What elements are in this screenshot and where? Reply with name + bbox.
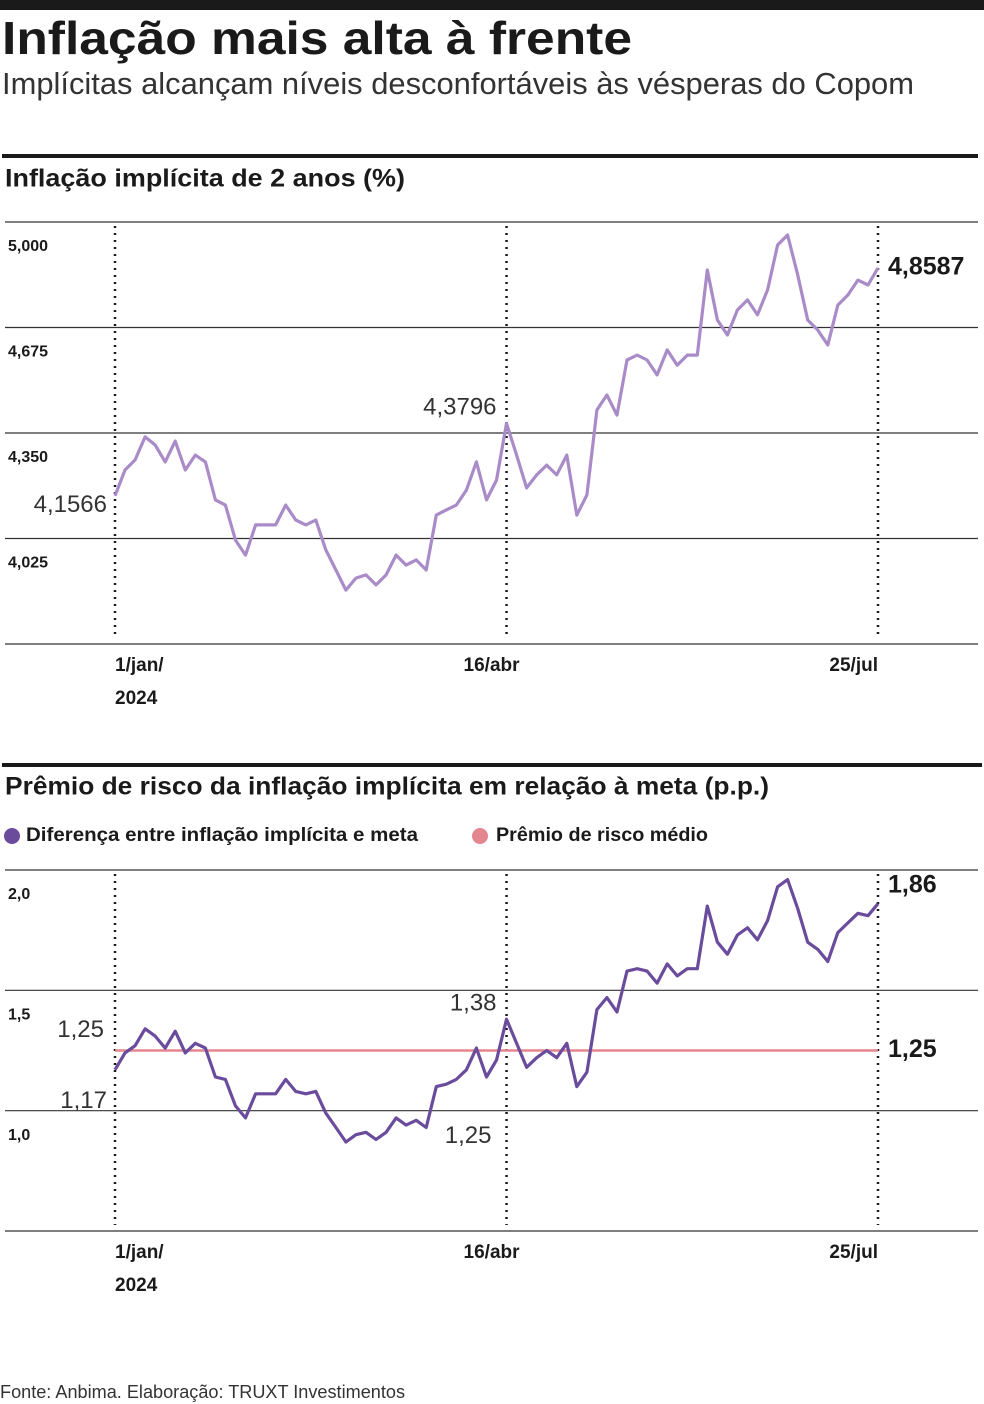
y-tick-label: 4,025 — [8, 555, 48, 572]
section-rule — [2, 154, 978, 158]
annotation: 1,25 — [445, 1122, 492, 1149]
chart-title: Inflação implícita de 2 anos (%) — [5, 165, 405, 193]
y-tick-label: 1,5 — [8, 1007, 30, 1024]
average-label: 1,25 — [888, 1035, 937, 1063]
legend-label: Diferença entre inflação implícita e met… — [26, 825, 418, 846]
source: Fonte: Anbima. Elaboração: TRUXT Investi… — [0, 1382, 405, 1402]
x-tick-year: 2024 — [115, 1275, 158, 1296]
x-tick-label: 25/jul — [829, 1242, 878, 1263]
x-tick-label: 16/abr — [464, 1242, 521, 1263]
y-tick-label: 4,350 — [8, 449, 48, 466]
x-tick-label: 16/abr — [464, 655, 521, 676]
x-tick-label: 25/jul — [829, 655, 878, 676]
top-bar — [0, 0, 984, 10]
value-label: 4,1566 — [34, 491, 107, 518]
annotation: 1,25 — [57, 1016, 104, 1043]
legend-swatch — [472, 828, 488, 844]
title: Inflação mais alta à frente — [2, 12, 632, 64]
chart-title: Prêmio de risco da inflação implícita em… — [5, 773, 769, 801]
x-tick-label: 1/jan/ — [115, 1242, 164, 1263]
value-label: 1,17 — [60, 1087, 107, 1114]
x-tick-year: 2024 — [115, 688, 158, 709]
series-line — [113, 233, 880, 592]
legend-label: Prêmio de risco médio — [496, 825, 708, 846]
x-tick-label: 1/jan/ — [115, 655, 164, 676]
series-line — [113, 878, 880, 1144]
value-label: 1,38 — [450, 990, 497, 1017]
subtitle: Implícitas alcançam níveis desconfortáve… — [2, 66, 914, 101]
y-tick-label: 4,675 — [8, 344, 48, 361]
value-label: 4,8587 — [888, 252, 964, 280]
value-label: 4,3796 — [423, 394, 496, 421]
y-tick-label: 2,0 — [8, 886, 30, 903]
y-tick-label: 1,0 — [8, 1127, 30, 1144]
section-rule — [2, 763, 982, 767]
legend-swatch — [4, 828, 20, 844]
value-label: 1,86 — [888, 870, 937, 898]
y-tick-label: 5,000 — [8, 238, 48, 255]
